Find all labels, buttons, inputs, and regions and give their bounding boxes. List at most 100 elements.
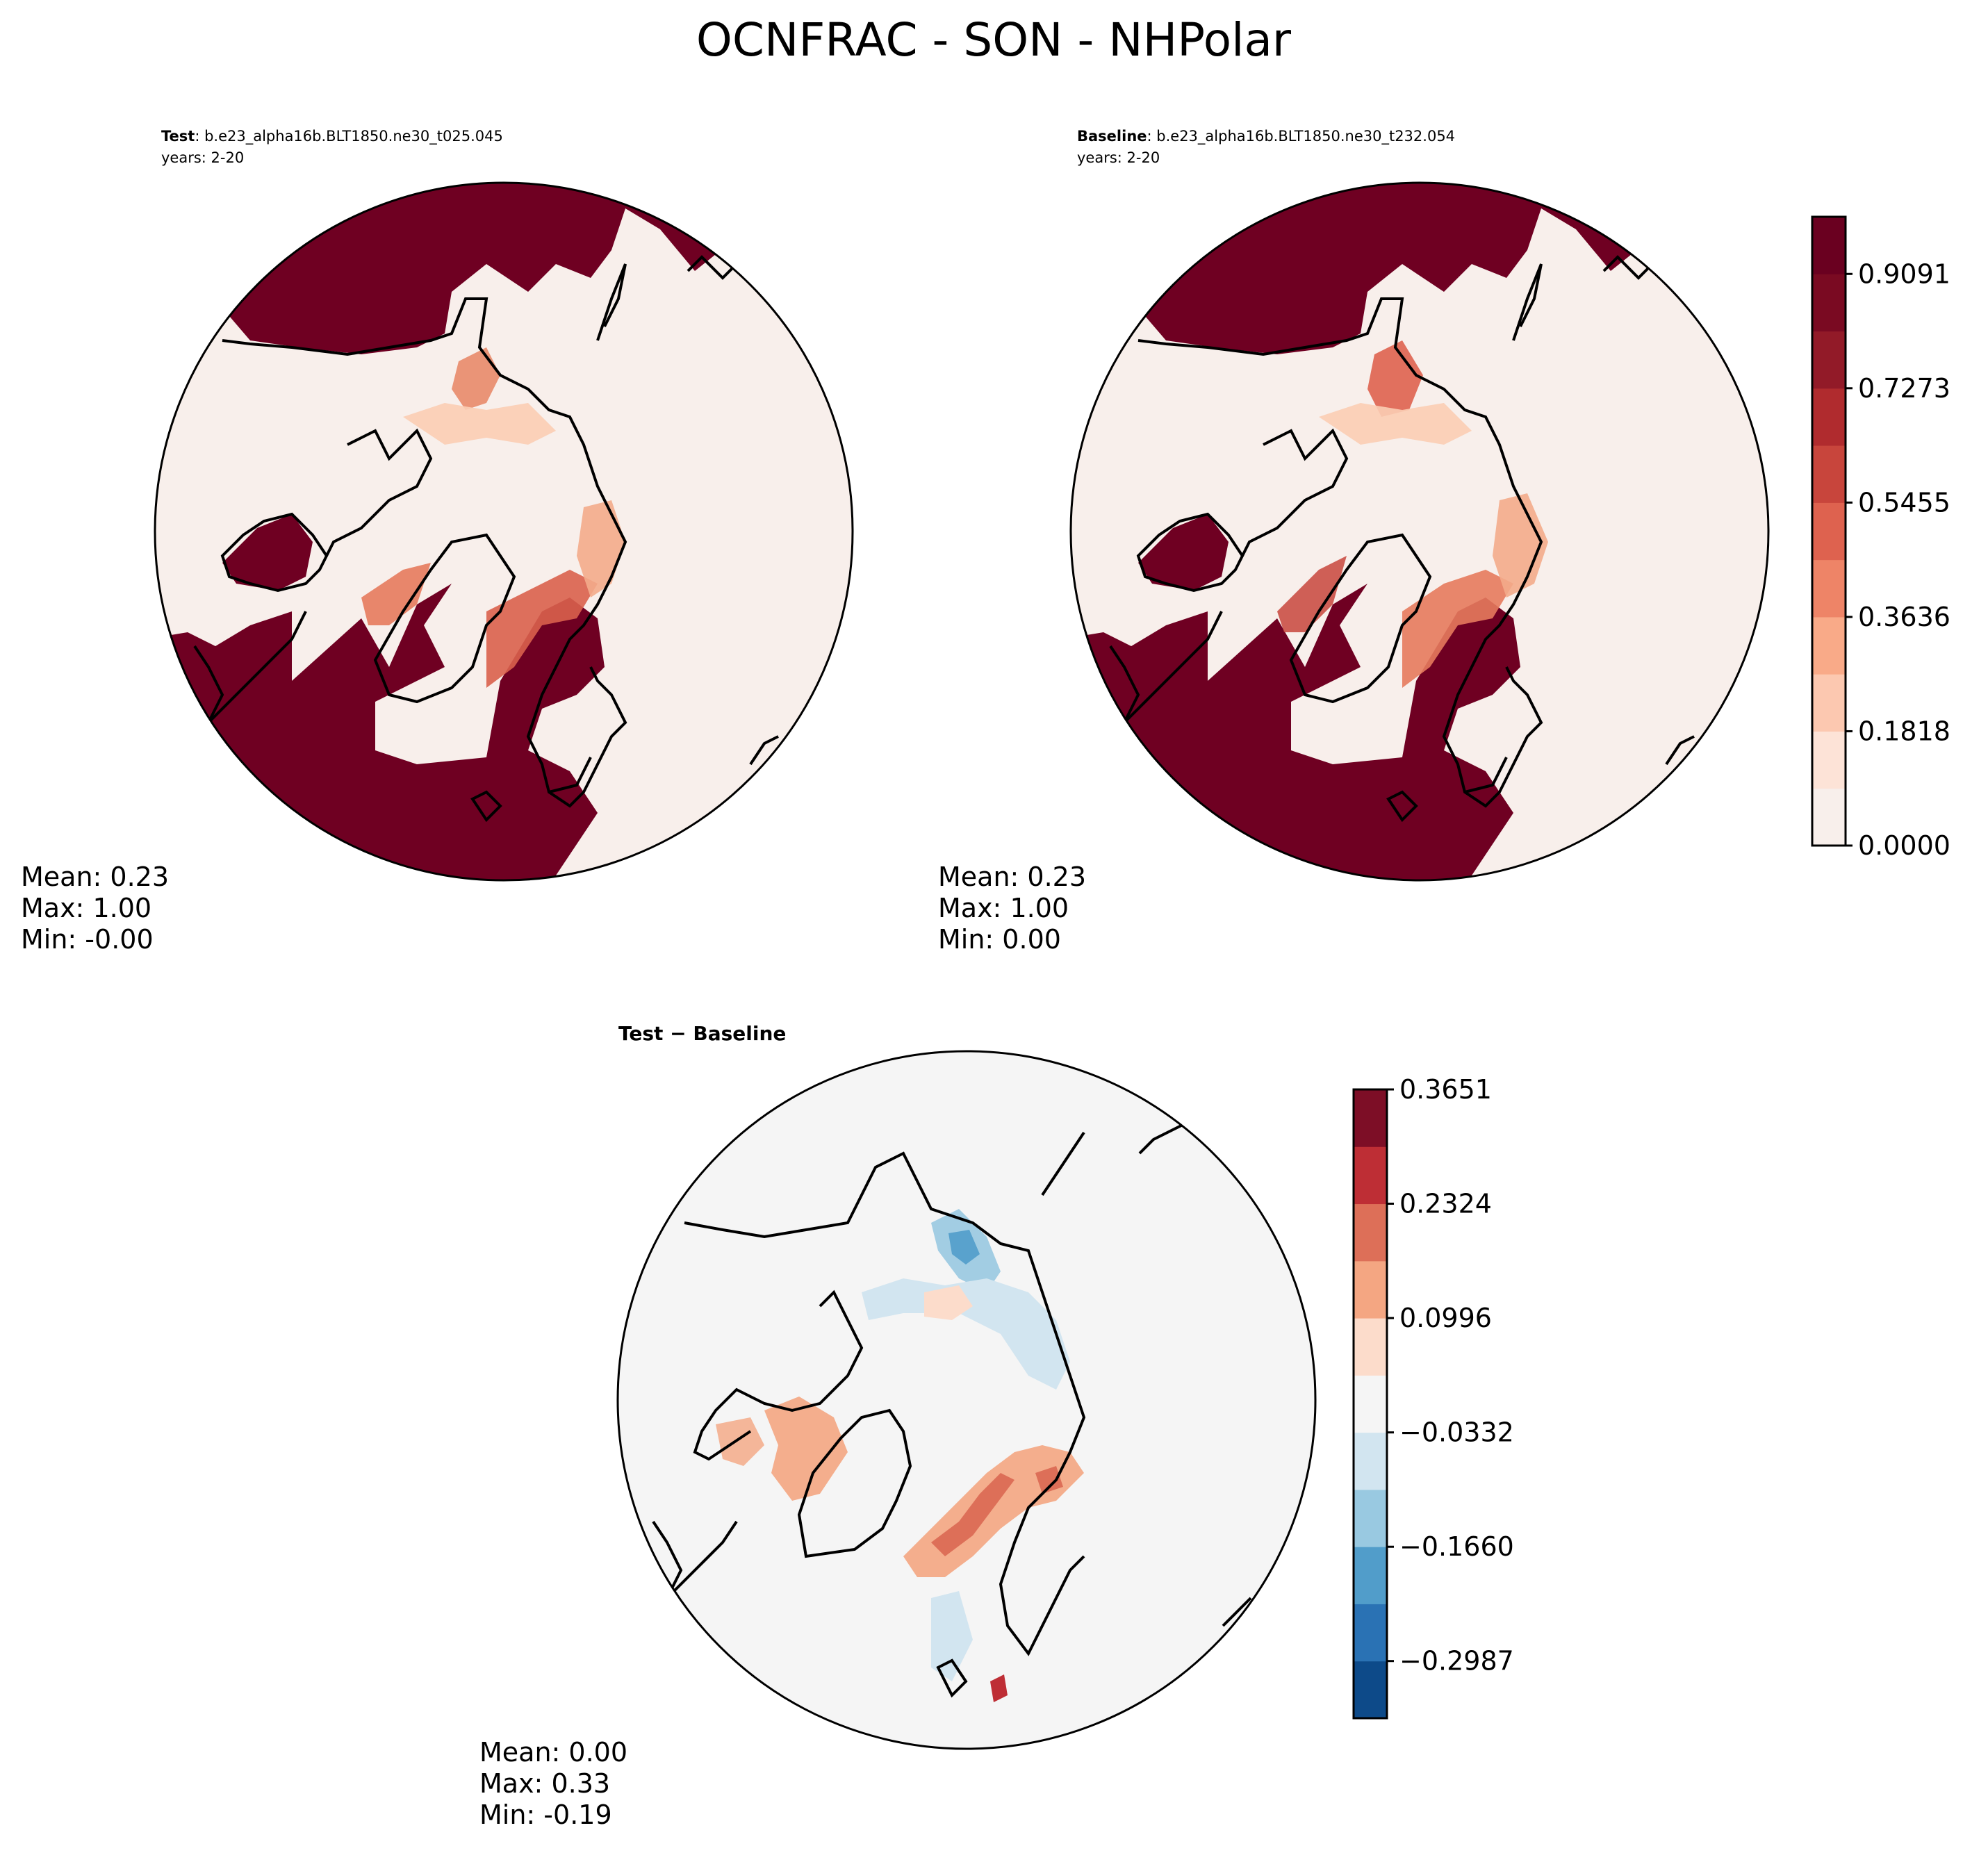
map-diff-coast-america [693, 1290, 864, 1461]
map-test-iceedge-baffin [361, 563, 431, 625]
map-diff-anomaly-bering-core [948, 1230, 980, 1265]
colorbar-tick-label: −0.2987 [1399, 1646, 1514, 1677]
colorbar-tick-label: 0.0000 [1858, 830, 1950, 861]
colorbar-bin [1812, 616, 1846, 675]
map-diff-anomaly-labrador-pos [716, 1417, 764, 1466]
map-diff-anomaly-europe-neg [931, 1591, 973, 1681]
map-diff-coast-europe [936, 1597, 1252, 1698]
map-test-coast-pacific-islands [596, 255, 738, 341]
map-diff-anomaly-siberia-pos [924, 1285, 973, 1320]
colorbar-bin [1354, 1318, 1387, 1376]
map-baseline-ocean-hudson [1138, 514, 1229, 591]
colorbar-bin [1354, 1203, 1387, 1262]
colorbar-bin [1812, 445, 1846, 503]
figure-title: OCNFRAC - SON - NHPolar [696, 13, 1292, 67]
map-diff-boundary [616, 1050, 1317, 1750]
colorbar-tick-label: 0.1818 [1858, 716, 1950, 746]
colorbar-tick-label: 0.0996 [1399, 1303, 1492, 1333]
colorbar-frame [1352, 1088, 1388, 1720]
map-test-coast-asia [222, 297, 627, 808]
map-baseline-iceedge-siberia [1319, 403, 1472, 445]
map-baseline-coast-canada-sw [1109, 611, 1223, 724]
panel-baseline-min: Min: 0.00 [938, 924, 1061, 955]
panel-baseline-mean: Mean: 0.23 [938, 862, 1086, 892]
map-baseline-coast-asia [1137, 297, 1543, 808]
panel-diff-min: Min: -0.19 [479, 1800, 612, 1830]
map-baseline-greenland-outline [1289, 533, 1432, 704]
map-baseline-boundary [1069, 181, 1770, 882]
panel-test-header: Test: b.e23_alpha16b.BLT1850.ne30_t025.0… [161, 128, 503, 145]
map-diff [618, 1051, 1315, 1749]
colorbar-bin [1354, 1375, 1387, 1433]
map-test-iceedge-bering [452, 347, 500, 410]
map-test-coast-europe [470, 735, 779, 823]
map-diff-anomaly-chukchi-neg [862, 1278, 1070, 1390]
colorbar-bin [1354, 1432, 1387, 1490]
map-baseline-iceedge-bering [1367, 340, 1423, 417]
map-diff-anomaly-baffin-pos [764, 1397, 848, 1501]
map-baseline-ocean-pacific [1124, 183, 1687, 354]
colorbar-bin [1354, 1146, 1387, 1205]
panel-test-years: years: 2-20 [161, 149, 244, 166]
panel-test-mean: Mean: 0.23 [21, 862, 169, 892]
panel-baseline-max: Max: 1.00 [938, 893, 1069, 923]
colorbar-top: 0.0000 0.1818 0.3636 0.5455 0.7273 0.9091 [1811, 215, 1950, 861]
map-test-iceedge-atlantic [486, 570, 598, 688]
map-test-ocean-hudson [222, 514, 313, 591]
panel-baseline-label-bold: Baseline [1077, 128, 1147, 145]
colorbar-frame [1811, 215, 1847, 847]
map-test-boundary [154, 181, 854, 882]
colorbar-bin [1354, 1260, 1387, 1319]
colorbar-bin [1354, 1661, 1387, 1719]
panel-baseline-header: Baseline: b.e23_alpha16b.BLT1850.ne30_t2… [1077, 128, 1455, 145]
map-baseline-coast-europe [1386, 735, 1695, 823]
map-diff-coast-asia [684, 1151, 1086, 1656]
panel-test: Test: b.e23_alpha16b.BLT1850.ne30_t025.0… [21, 128, 854, 955]
map-baseline-iceedge-baffin [1277, 556, 1347, 632]
panel-baseline-years: years: 2-20 [1077, 149, 1160, 166]
panel-test-label-bold: Test [161, 128, 195, 145]
panel-diff: Test − Baseline Mean: 0.00 [479, 1022, 1317, 1830]
map-diff-anomaly-kara-pos [1035, 1466, 1063, 1494]
map-baseline-iceedge-atlantic [1402, 570, 1513, 688]
panel-baseline-label-rest: : b.e23_alpha16b.BLT1850.ne30_t232.054 [1147, 128, 1456, 145]
colorbar-bin [1812, 217, 1846, 274]
colorbar-bin [1354, 1547, 1387, 1604]
map-baseline-iceedge-kara [1493, 493, 1548, 598]
map-diff-anomaly-baltic-pos [990, 1674, 1008, 1702]
panel-diff-header: Test − Baseline [618, 1022, 786, 1045]
map-test-coast-america [220, 428, 433, 593]
map-diff-anomaly-atlantic-core [931, 1473, 1014, 1556]
map-test-ocean-pacific [208, 183, 771, 354]
panel-baseline: Baseline: b.e23_alpha16b.BLT1850.ne30_t2… [938, 128, 1770, 955]
colorbar-bin [1812, 731, 1846, 789]
map-test-greenland-outline [373, 533, 516, 704]
map-diff-greenland-outline [797, 1408, 912, 1558]
colorbar-tick-label: 0.3636 [1858, 602, 1950, 632]
colorbar-tick-label: 0.5455 [1858, 487, 1950, 518]
colorbar-tick-label: 0.7273 [1858, 373, 1950, 404]
panel-test-label-rest: : b.e23_alpha16b.BLT1850.ne30_t025.045 [195, 128, 503, 145]
map-baseline-coast-pacific-islands [1512, 255, 1654, 341]
colorbar-tick-label: 0.3651 [1399, 1074, 1492, 1105]
colorbar-bin [1812, 674, 1846, 732]
colorbar-tick-label: −0.0332 [1399, 1417, 1514, 1448]
map-test-coast-canada-sw [193, 611, 307, 724]
colorbar-bin [1812, 388, 1846, 446]
colorbar-bin [1812, 331, 1846, 389]
map-diff-background [618, 1051, 1315, 1749]
map-baseline-coast-america [1136, 428, 1349, 593]
colorbar-bottom: −0.2987 −0.1660 −0.0332 0.0996 0.2324 0.3651 [1352, 1074, 1514, 1720]
colorbar-tick-label: −0.1660 [1399, 1531, 1514, 1562]
colorbar-tick-label: 0.9091 [1858, 258, 1950, 289]
colorbar-bin [1812, 274, 1846, 332]
colorbar-bin [1812, 502, 1846, 561]
panel-diff-max: Max: 0.33 [479, 1768, 610, 1799]
colorbar-tick-label: 0.2324 [1399, 1188, 1492, 1219]
colorbar-bin [1354, 1489, 1387, 1547]
colorbar-bin [1812, 788, 1846, 846]
panel-diff-label-bold: Test − Baseline [618, 1022, 786, 1045]
colorbar-bin [1812, 559, 1846, 618]
panel-test-min: Min: -0.00 [21, 924, 154, 955]
